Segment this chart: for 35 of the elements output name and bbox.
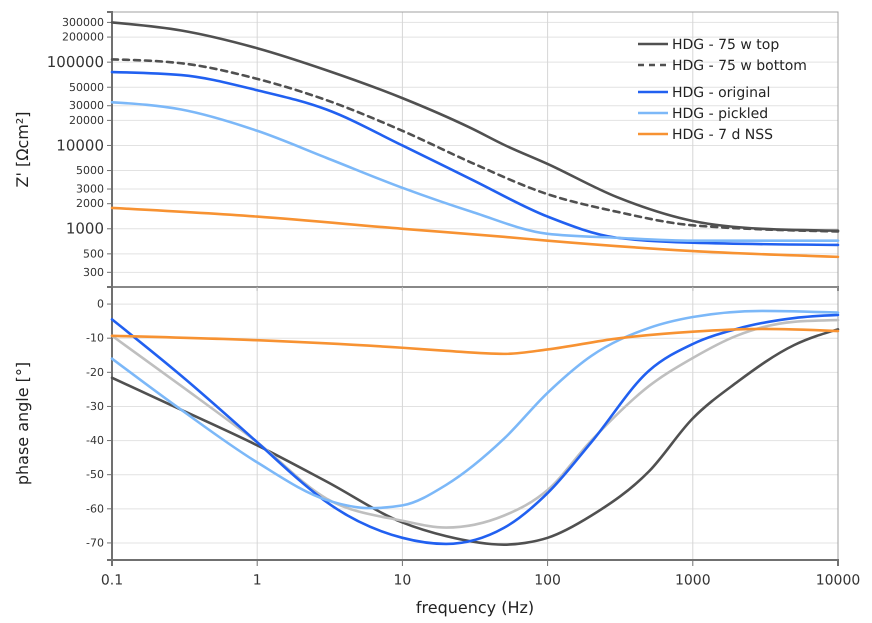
- x-tick-label: 1: [252, 572, 262, 588]
- legend-label: HDG - 75 w top: [672, 37, 780, 53]
- y-tick-label: 300: [83, 266, 104, 279]
- y-axis-title: Z' [Ωcm²]: [13, 112, 32, 188]
- y-tick-label: 10000: [56, 136, 104, 154]
- x-tick-label: 10: [393, 572, 412, 588]
- y-tick-label: -60: [86, 502, 104, 516]
- y-tick-label: -70: [86, 536, 104, 550]
- x-tick-label: 100: [534, 572, 561, 588]
- y-tick-label: 0: [97, 298, 104, 311]
- x-tick-label: 10000: [816, 572, 860, 588]
- y-tick-label: 2000: [76, 197, 104, 210]
- legend-label: HDG - 7 d NSS: [672, 127, 774, 143]
- y-tick-label: 5000: [76, 164, 104, 178]
- y-tick-label: 1000: [66, 220, 104, 238]
- y-tick-label: 20000: [69, 114, 104, 127]
- y-tick-label: -10: [86, 332, 104, 345]
- legend-label: HDG - original: [672, 85, 770, 101]
- y-tick-label: 500: [83, 247, 104, 260]
- legend-label: HDG - 75 w bottom: [672, 58, 807, 74]
- y-tick-label: 300000: [62, 16, 104, 29]
- y-tick-label: 30000: [69, 99, 104, 112]
- y-tick-label: -50: [86, 468, 104, 482]
- x-tick-label: 0.1: [100, 572, 124, 588]
- y-tick-label: 200000: [62, 30, 104, 44]
- y-tick-label: -20: [86, 366, 104, 379]
- y-tick-label: 100000: [46, 52, 104, 71]
- y-tick-label: 50000: [69, 80, 104, 94]
- x-axis-title: frequency (Hz): [416, 598, 534, 617]
- x-tick-label: 1000: [674, 572, 711, 588]
- y-tick-label: 3000: [76, 182, 104, 196]
- y-tick-label: -40: [86, 434, 104, 448]
- legend-label: HDG - pickled: [672, 106, 768, 122]
- y-tick-label: -30: [86, 400, 104, 413]
- y-axis-title: phase angle [°]: [13, 362, 32, 486]
